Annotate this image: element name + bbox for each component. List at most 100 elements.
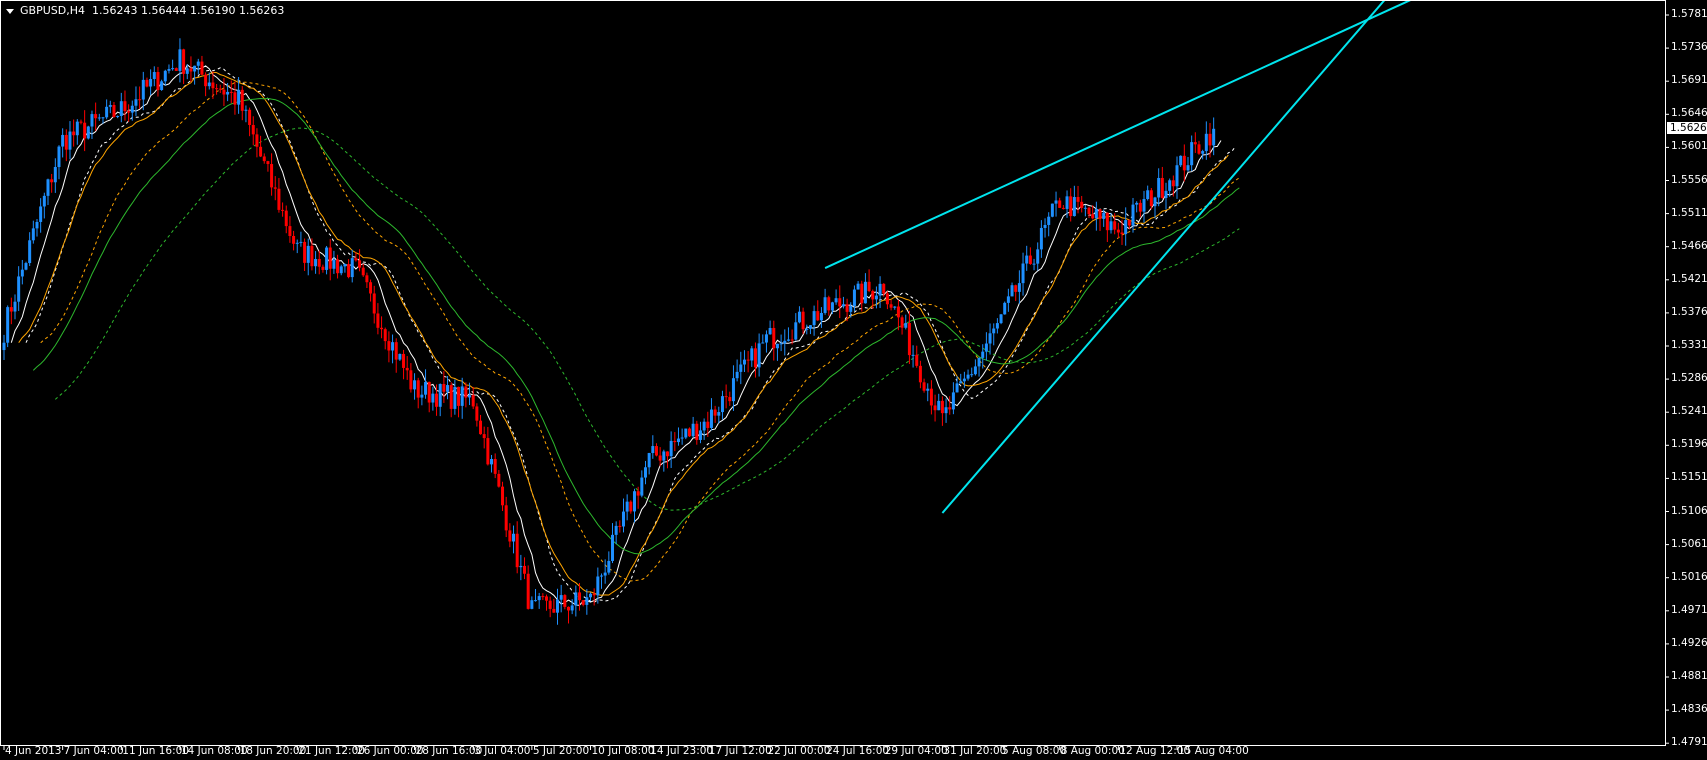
candle-body <box>739 364 743 372</box>
candle-body <box>1010 285 1014 297</box>
candle <box>948 396 952 415</box>
candle-body <box>361 267 365 276</box>
candle <box>372 285 376 324</box>
candle-body <box>1131 204 1135 226</box>
candle-body <box>1025 255 1029 264</box>
candle-body <box>1197 144 1201 154</box>
candle-body <box>1190 142 1194 166</box>
dropdown-triangle-icon[interactable] <box>6 8 14 14</box>
candle <box>794 313 798 341</box>
candle <box>984 332 988 361</box>
candle-body <box>823 297 827 313</box>
candle-body <box>545 596 549 601</box>
candle <box>911 345 915 368</box>
candle <box>90 110 94 139</box>
candle-body <box>603 572 607 576</box>
candle <box>79 119 83 125</box>
candle <box>1212 117 1216 156</box>
candle-body <box>966 374 970 379</box>
candle-body <box>709 409 713 428</box>
candle-body <box>453 386 457 409</box>
y-tick-label: 1.53760 <box>1671 305 1707 318</box>
candle <box>409 363 413 393</box>
candle-body <box>929 388 933 406</box>
candle-body <box>178 49 182 71</box>
candle-body <box>1006 296 1010 303</box>
y-tick-label: 1.49710 <box>1671 603 1707 616</box>
candle-body <box>457 386 461 406</box>
candle-body <box>768 327 772 335</box>
candle <box>687 427 691 438</box>
candle <box>1193 132 1197 153</box>
candle <box>273 176 277 201</box>
candle <box>929 380 933 415</box>
candle <box>431 386 435 411</box>
candle-body <box>852 289 856 306</box>
candle <box>757 333 761 377</box>
y-tick-label: 1.55110 <box>1671 206 1707 219</box>
candle <box>570 599 574 615</box>
candle-body <box>1160 177 1164 198</box>
candle <box>1208 122 1212 158</box>
candle-body <box>526 573 530 609</box>
candle-body <box>141 79 145 100</box>
candle-body <box>508 530 512 542</box>
candle <box>68 121 72 160</box>
candle <box>691 416 695 438</box>
candle-body <box>222 89 226 95</box>
candle <box>130 100 134 121</box>
candle-body <box>647 453 651 468</box>
candle <box>1039 220 1043 258</box>
candle-body <box>358 260 362 268</box>
candle-body <box>981 351 985 358</box>
candle <box>288 216 292 243</box>
candle-body <box>277 188 281 210</box>
candle-body <box>321 266 325 270</box>
candle <box>709 398 713 431</box>
candle <box>1047 212 1051 237</box>
candle-body <box>530 600 534 609</box>
candle <box>680 428 684 445</box>
candle-body <box>350 258 354 278</box>
candle-body <box>185 68 189 74</box>
x-tick-label: 8 Aug 00:00 <box>1060 745 1125 757</box>
candle <box>523 557 527 580</box>
y-tick-label: 1.52860 <box>1671 372 1707 385</box>
candle-body <box>1094 209 1098 219</box>
candle-body <box>1124 220 1128 235</box>
candle <box>893 306 897 310</box>
candle <box>229 80 233 104</box>
candle-body <box>405 367 409 371</box>
candle <box>1190 135 1194 172</box>
x-tick-label: 15 Aug 04:00 <box>1178 745 1249 757</box>
candle <box>589 592 592 602</box>
candle-body <box>266 161 270 165</box>
candle <box>933 394 937 422</box>
candle <box>1135 201 1139 213</box>
candle <box>328 239 332 281</box>
candle <box>966 369 970 381</box>
candle-body <box>856 283 860 290</box>
candle <box>959 373 963 384</box>
plot-border <box>0 0 1666 746</box>
x-tick-label: 28 Jun 16:00 <box>415 745 483 757</box>
candle-body <box>1076 197 1080 202</box>
candle-body <box>687 428 691 437</box>
candle <box>72 119 76 147</box>
candle-body <box>812 311 816 326</box>
candle-body <box>1102 212 1106 219</box>
candle <box>559 584 563 613</box>
candle-body <box>413 380 417 390</box>
candle <box>160 79 164 91</box>
candle <box>471 386 475 410</box>
y-tick-label: 1.49260 <box>1671 636 1707 649</box>
candle-body <box>1003 302 1007 315</box>
trendline <box>941 0 1386 514</box>
candle <box>1153 196 1157 219</box>
candle-body <box>1153 197 1157 207</box>
candle <box>621 498 625 533</box>
candle <box>354 252 358 262</box>
candle-body <box>753 348 757 368</box>
candle <box>486 426 490 466</box>
